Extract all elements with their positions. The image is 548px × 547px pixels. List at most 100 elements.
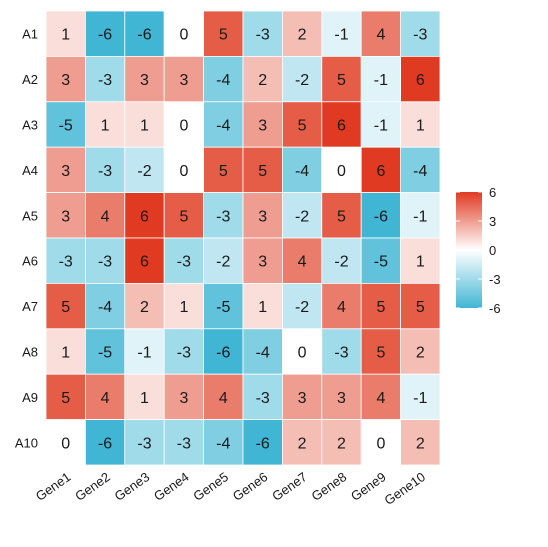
cell-value-label: -4 <box>256 345 270 362</box>
heatmap-cell <box>45 10 86 57</box>
cell-value-label: 3 <box>258 208 267 225</box>
cell-value-label: 4 <box>337 299 346 316</box>
heatmap-cell <box>400 10 441 57</box>
heatmap-cell <box>360 146 402 193</box>
heatmap-cell <box>85 192 126 239</box>
heatmap-cell <box>242 56 283 103</box>
heatmap-cell <box>321 328 362 375</box>
column-label: Gene7 <box>269 469 310 504</box>
cell-value-label: 2 <box>140 299 149 316</box>
cell-value-label: 1 <box>179 299 188 316</box>
heatmap-cell <box>400 101 441 148</box>
heatmap-cell <box>203 328 244 375</box>
cell-value-label: -6 <box>98 27 112 44</box>
heatmap-cell <box>124 419 165 466</box>
heatmap-cell <box>203 419 244 466</box>
row-labels: A1 A2 A3 A4 A5 A6 A7 A8 A9 A10 <box>15 27 38 451</box>
cell-value-label: -5 <box>98 345 112 362</box>
heatmap-cell <box>321 282 362 330</box>
heatmap-cell <box>242 192 283 239</box>
column-label: Gene5 <box>190 469 231 504</box>
heatmap-cell <box>242 282 283 330</box>
column-label: Gene6 <box>230 469 271 504</box>
heatmap-cell <box>203 373 244 421</box>
cell-value-label: 5 <box>219 163 228 180</box>
cell-value-label: -2 <box>295 299 309 316</box>
cell-value-label: -4 <box>413 163 427 180</box>
cell-value-label: -1 <box>413 208 427 225</box>
heatmap-cell <box>360 282 402 330</box>
cell-value-label: -3 <box>98 163 112 180</box>
row-label: A7 <box>22 299 38 314</box>
heatmap-cell <box>321 56 362 103</box>
cell-value-label: -3 <box>98 72 112 89</box>
cell-value-label: 4 <box>376 27 385 44</box>
heatmap-cell <box>400 192 441 239</box>
heatmap-cell <box>242 10 283 57</box>
cell-value-label: 5 <box>416 299 425 316</box>
heatmap-cell <box>163 328 204 375</box>
cell-value-label: 0 <box>298 345 307 362</box>
heatmap-cell <box>163 282 204 330</box>
cell-value-label: -3 <box>334 345 348 362</box>
heatmap-cell <box>163 419 204 466</box>
cell-value-label: -2 <box>334 254 348 271</box>
heatmap-cell <box>124 328 165 375</box>
cell-value-label: -4 <box>216 118 230 135</box>
heatmap-cell <box>400 419 441 466</box>
cell-value-label: -3 <box>177 254 191 271</box>
cell-value-label: 2 <box>337 435 346 452</box>
cell-value-label: 0 <box>179 163 188 180</box>
cell-value-label: -6 <box>216 345 230 362</box>
cell-value-label: 6 <box>140 254 149 271</box>
legend-tick-label: 3 <box>489 214 496 229</box>
cell-value-label: 1 <box>258 299 267 316</box>
cell-value-label: -1 <box>374 118 388 135</box>
cell-value-label: 1 <box>101 118 110 135</box>
heatmap-cell <box>124 237 165 284</box>
cell-value-label: 5 <box>337 208 346 225</box>
cell-value-label: -6 <box>374 208 388 225</box>
legend-tick-label: -3 <box>489 272 501 287</box>
cell-value-label: -1 <box>374 72 388 89</box>
cell-value-label: 3 <box>61 72 70 89</box>
column-label: Gene4 <box>151 469 192 504</box>
cell-value-label: 3 <box>258 254 267 271</box>
cell-value-label: -4 <box>98 299 112 316</box>
cell-value-label: 6 <box>416 72 425 89</box>
heatmap-cell <box>85 10 126 57</box>
cell-value-label: 4 <box>298 254 307 271</box>
cell-value-label: -1 <box>137 345 151 362</box>
heatmap-cell <box>360 419 402 466</box>
cell-value-label: -3 <box>177 345 191 362</box>
heatmap-cell <box>124 373 165 421</box>
legend-tick-label: 0 <box>489 243 496 258</box>
cell-value-label: 2 <box>298 435 307 452</box>
cell-value-label: -2 <box>295 72 309 89</box>
heatmap-cells: 1 -6 -6 0 5 -3 2 -1 4 -3 3 -3 3 3 -4 2 -2 5 -1 6 -5 1 1 0 -4 3 5 6 -… <box>45 10 441 466</box>
row-label: A5 <box>22 208 38 223</box>
cell-value-label: 0 <box>179 118 188 135</box>
column-label: Gene1 <box>33 469 74 504</box>
cell-value-label: -6 <box>137 27 151 44</box>
cell-value-label: 5 <box>337 72 346 89</box>
heatmap-cell <box>242 419 283 466</box>
heatmap-cell <box>203 192 244 239</box>
row-label: A6 <box>22 254 38 269</box>
heatmap-cell <box>400 56 441 103</box>
cell-value-label: 1 <box>140 118 149 135</box>
heatmap-cell <box>360 373 402 421</box>
heatmap-cell <box>281 419 323 466</box>
cell-value-label: -3 <box>413 27 427 44</box>
cell-value-label: 5 <box>179 208 188 225</box>
heatmap-cell <box>281 328 323 375</box>
cell-value-label: 1 <box>61 27 70 44</box>
cell-value-label: -4 <box>295 163 309 180</box>
cell-value-label: -5 <box>374 254 388 271</box>
heatmap-cell <box>360 56 402 103</box>
column-label: Gene10 <box>382 469 429 508</box>
row-label: A8 <box>22 345 38 360</box>
row-label: A10 <box>15 435 38 450</box>
cell-value-label: -3 <box>137 435 151 452</box>
